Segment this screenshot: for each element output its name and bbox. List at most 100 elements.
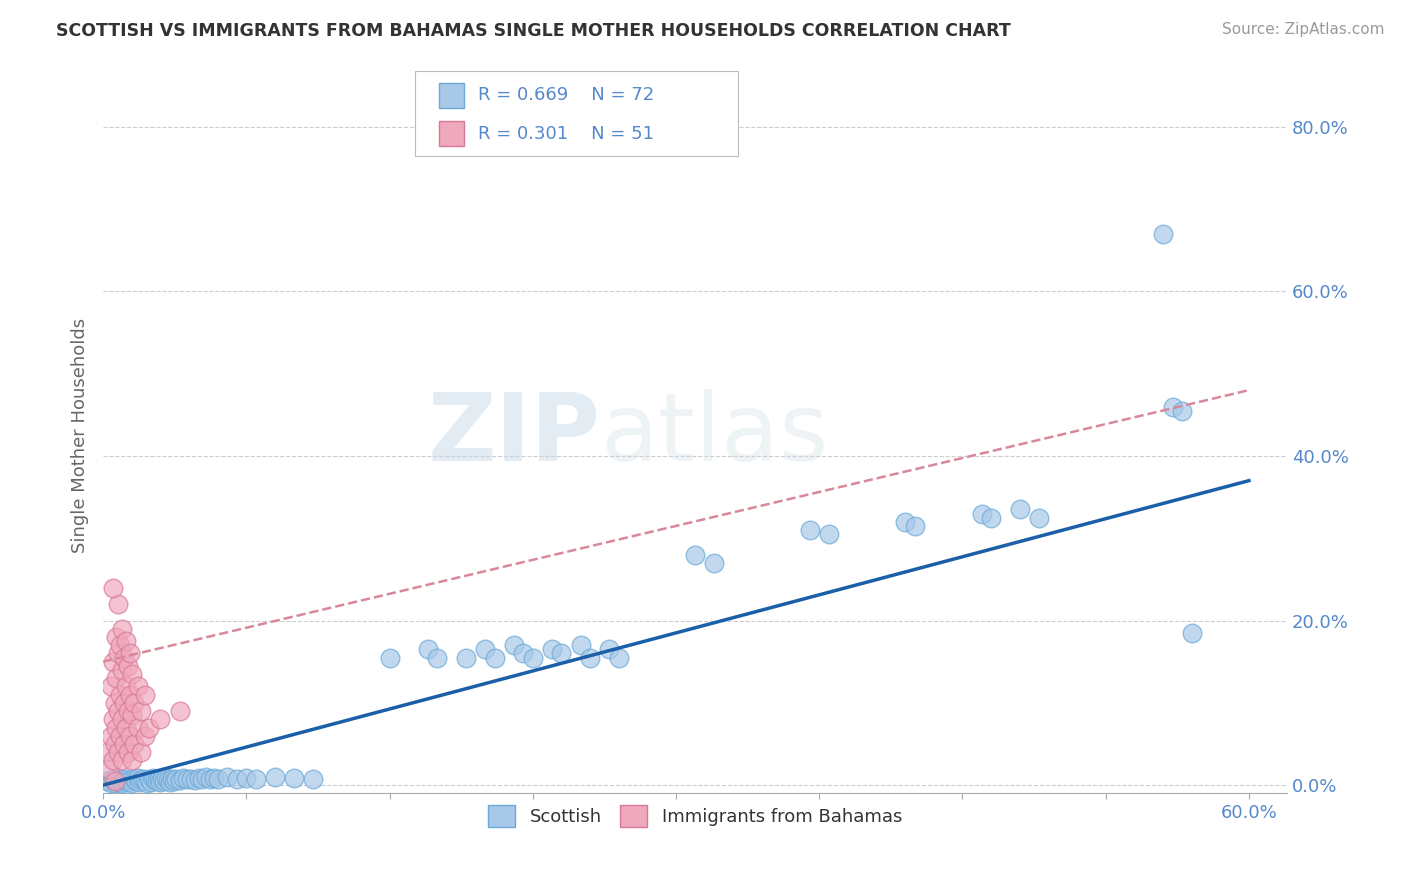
Point [512, 647, 534, 661]
Point [217, 770, 239, 784]
Point [148, 772, 170, 786]
Point [110, 772, 132, 787]
Point [1171, 403, 1194, 417]
Point [134, 688, 156, 702]
Point [107, 774, 129, 789]
Point [111, 775, 134, 789]
Point [105, 630, 128, 644]
Point [153, 774, 176, 789]
Point [96, 774, 118, 789]
Point [111, 622, 134, 636]
Point [132, 772, 155, 786]
Point [115, 679, 138, 693]
Point [1161, 400, 1184, 414]
Point [131, 704, 153, 718]
Point [110, 638, 132, 652]
Point [245, 772, 267, 787]
Point [112, 774, 135, 789]
Point [101, 655, 124, 669]
Point [121, 775, 143, 789]
Point [541, 642, 564, 657]
Point [474, 642, 496, 657]
Text: Source: ZipAtlas.com: Source: ZipAtlas.com [1222, 22, 1385, 37]
Point [111, 663, 134, 677]
Point [159, 774, 181, 789]
Point [101, 754, 124, 768]
Point [103, 776, 125, 790]
Point [134, 774, 156, 789]
Point [683, 548, 706, 562]
Text: R = 0.301    N = 51: R = 0.301 N = 51 [478, 125, 654, 143]
Point [157, 773, 180, 788]
Point [118, 688, 141, 702]
Point [121, 754, 143, 768]
Text: atlas: atlas [600, 390, 828, 482]
Point [970, 507, 993, 521]
Point [96, 745, 118, 759]
Point [195, 770, 218, 784]
Point [138, 772, 160, 787]
Point [131, 745, 153, 759]
Point [142, 771, 165, 785]
Point [235, 771, 257, 785]
Point [569, 638, 592, 652]
Point [817, 527, 839, 541]
Point [100, 729, 122, 743]
Point [155, 771, 177, 785]
Point [103, 774, 125, 789]
Point [484, 650, 506, 665]
Point [202, 771, 225, 785]
Point [454, 650, 477, 665]
Point [149, 774, 172, 789]
Point [207, 772, 229, 787]
Point [139, 774, 162, 789]
Point [117, 658, 139, 673]
Point [176, 772, 198, 787]
Point [101, 772, 124, 786]
Point [264, 770, 287, 784]
Point [107, 647, 129, 661]
Point [122, 772, 145, 787]
Point [115, 772, 138, 786]
Point [117, 704, 139, 718]
Point [894, 515, 917, 529]
Point [184, 773, 207, 788]
Point [169, 773, 191, 788]
Point [121, 667, 143, 681]
Text: SCOTTISH VS IMMIGRANTS FROM BAHAMAS SINGLE MOTHER HOUSEHOLDS CORRELATION CHART: SCOTTISH VS IMMIGRANTS FROM BAHAMAS SING… [56, 22, 1011, 40]
Point [143, 773, 166, 788]
Point [105, 721, 128, 735]
Point [191, 772, 214, 787]
Point [111, 712, 134, 726]
Point [579, 650, 602, 665]
Point [1028, 510, 1050, 524]
Point [118, 729, 141, 743]
Point [127, 721, 149, 735]
Point [169, 704, 191, 718]
Point [426, 650, 449, 665]
Point [117, 745, 139, 759]
Point [160, 772, 183, 786]
Point [115, 634, 138, 648]
Point [107, 745, 129, 759]
Point [283, 771, 305, 785]
Point [127, 679, 149, 693]
Point [302, 772, 325, 786]
Point [1008, 502, 1031, 516]
Point [101, 712, 124, 726]
Point [502, 638, 524, 652]
Point [105, 773, 128, 788]
Point [225, 772, 247, 786]
Point [117, 774, 139, 789]
Point [121, 708, 143, 723]
Point [522, 650, 544, 665]
Point [149, 712, 172, 726]
Point [378, 650, 401, 665]
Point [598, 642, 620, 657]
Point [112, 650, 135, 665]
Point [127, 771, 149, 785]
Point [112, 696, 135, 710]
Point [131, 773, 153, 788]
Point [118, 773, 141, 788]
Y-axis label: Single Mother Households: Single Mother Households [72, 318, 89, 553]
